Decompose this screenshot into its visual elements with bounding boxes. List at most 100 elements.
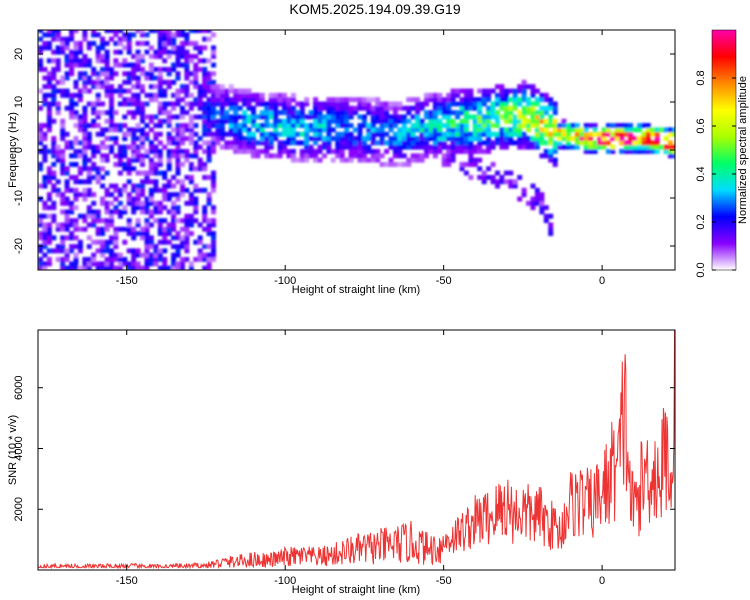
spectrogram-cell — [51, 118, 57, 124]
spectrogram-cell — [206, 110, 212, 116]
spectrogram-cell — [592, 131, 598, 137]
spectrogram-cell — [650, 131, 656, 137]
spectrogram-cell — [539, 105, 545, 111]
spectrogram-cell — [295, 110, 301, 116]
spectrogram-cell — [166, 157, 172, 163]
spectrogram-cell — [490, 140, 496, 146]
spectrogram-cell — [46, 170, 52, 176]
spectrogram-cell — [353, 110, 358, 116]
spectrogram-cell — [477, 118, 483, 124]
spectrogram-cell — [455, 136, 461, 141]
spectrogram-cell — [410, 127, 416, 133]
spectrogram-cell — [375, 105, 381, 111]
spectrogram-cell — [530, 101, 536, 107]
spectrogram-cell — [570, 123, 576, 128]
spectrogram-cell — [86, 244, 92, 249]
spectrogram-cell — [463, 88, 469, 94]
spectrogram-cell — [73, 123, 79, 128]
spectrogram-cell — [357, 149, 363, 154]
spectrogram-cell — [206, 175, 212, 180]
spectrogram-cell — [211, 239, 216, 245]
spectrogram-cell — [113, 231, 119, 236]
spectrogram-cell — [100, 45, 106, 51]
spectrogram-cell — [397, 118, 403, 124]
spectrogram-cell — [313, 123, 319, 128]
spectrogram-cell — [619, 136, 625, 141]
spectrogram-cell — [566, 140, 571, 146]
spectrogram-cell — [113, 62, 119, 68]
spectrogram-cell — [82, 149, 88, 154]
spectrogram-cell — [601, 140, 607, 146]
spectrogram-cell — [317, 114, 323, 120]
spectrogram-cell — [228, 105, 234, 111]
spectrogram-cell — [641, 144, 647, 150]
spectrogram-cell — [122, 226, 128, 232]
spectrogram-cell — [277, 123, 283, 128]
spectrogram-cell — [148, 144, 154, 150]
spectrogram-cell — [392, 144, 398, 150]
spectrogram-cell — [202, 105, 208, 111]
spectrogram-cell — [157, 248, 163, 254]
spectrogram-cell — [424, 136, 429, 141]
spectrogram-cell — [286, 140, 292, 146]
spectrogram-cell — [135, 49, 141, 55]
spectrogram-cell — [69, 62, 75, 68]
spectrogram-cell — [397, 153, 403, 159]
spectrogram-cell — [259, 123, 265, 128]
spectrogram-cell — [148, 30, 154, 33]
spectrogram-cell — [432, 140, 438, 146]
spectrogram-cell — [197, 235, 203, 241]
spectrogram-cell — [273, 118, 279, 124]
spectrogram-cell — [64, 62, 70, 68]
spectrogram-cell — [446, 162, 452, 167]
spectrogram-cell — [157, 49, 163, 55]
spectrogram-cell — [304, 101, 310, 107]
spectrogram-cell — [574, 140, 580, 146]
spectrogram-cell — [51, 67, 57, 72]
spectrogram-cell — [113, 235, 119, 241]
spectrogram-cell — [521, 79, 527, 85]
spectrogram-cell — [153, 166, 159, 172]
spectrogram-cell — [104, 218, 110, 224]
spectrogram-cell — [548, 136, 554, 141]
spectrogram-cell — [295, 140, 301, 146]
spectrogram-cell — [370, 140, 376, 146]
spectrogram-cell — [77, 92, 83, 98]
spectrogram-cell — [60, 127, 66, 133]
spectrogram-cell — [157, 36, 163, 42]
spectrogram-cell — [561, 131, 567, 137]
spectrogram-cell — [503, 140, 509, 146]
spectrogram-cell — [251, 118, 256, 124]
spectrogram-cell — [233, 140, 239, 146]
spectrogram-cell — [237, 114, 243, 120]
spectrogram-cell — [206, 101, 212, 107]
spectrogram-cell — [228, 118, 234, 124]
spectrogram-cell — [148, 54, 154, 59]
spectrogram-cell — [605, 140, 611, 146]
spectrogram-cell — [526, 110, 531, 116]
spectrogram-cell — [637, 140, 642, 146]
spectrogram-cell — [55, 30, 61, 33]
spectrogram-cell — [157, 75, 163, 81]
spectrogram-cell — [366, 101, 372, 107]
spectrogram-cell — [42, 231, 48, 236]
spectrogram-cell — [304, 131, 310, 137]
spectrogram-cell — [233, 101, 239, 107]
spectrogram-cell — [171, 101, 177, 107]
spectrogram-cell — [157, 41, 163, 46]
spectrogram-cell — [166, 153, 172, 159]
spectrogram-cell — [131, 140, 137, 146]
spectrogram-cell — [219, 110, 225, 116]
spectrogram-cell — [486, 127, 492, 133]
spectrogram-cell — [184, 58, 190, 64]
spectrogram-cell — [206, 157, 212, 163]
spectrogram-cell — [193, 71, 199, 77]
spectrogram-cell — [561, 136, 567, 141]
spectrogram-cell — [100, 54, 106, 59]
spectrogram-cell — [397, 101, 403, 107]
spectrogram-cell — [237, 105, 243, 111]
spectrogram-cell — [632, 149, 638, 154]
spectrogram-cell — [153, 170, 159, 176]
spectrogram-cell — [313, 140, 319, 146]
